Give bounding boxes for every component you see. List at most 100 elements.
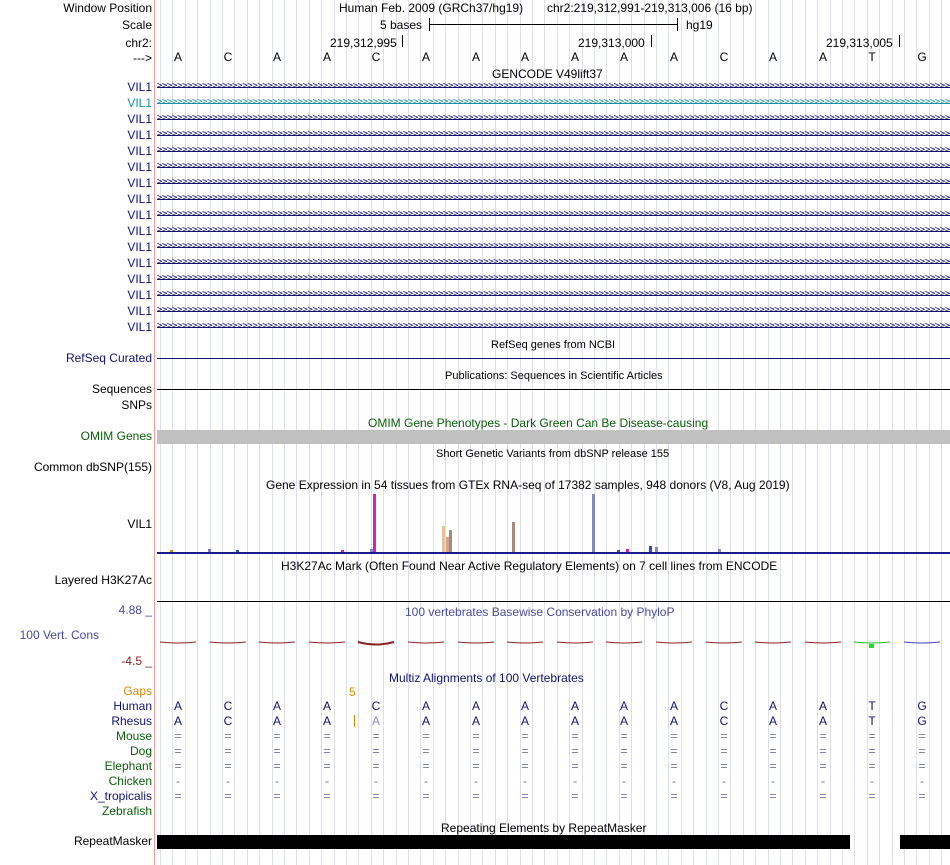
gencode-transcript[interactable]: >>>>>>>>>>>>>>>>>>>>>>>>>>>>>>>>>>>>>>>>… xyxy=(157,210,950,220)
gtex-tissue-bar[interactable] xyxy=(655,547,658,552)
gencode-transcript[interactable]: >>>>>>>>>>>>>>>>>>>>>>>>>>>>>>>>>>>>>>>>… xyxy=(157,274,950,284)
phylop-segment xyxy=(209,641,247,644)
species-zebrafish-label[interactable]: Zebrafish xyxy=(101,804,152,818)
gtex-gene-label[interactable]: VIL1 xyxy=(127,517,152,531)
gtex-tissue-bar[interactable] xyxy=(341,550,344,552)
species-mouse-label[interactable]: Mouse xyxy=(115,729,152,743)
gencode-transcript-label[interactable]: VIL1 xyxy=(127,224,152,238)
gencode-transcript-label[interactable]: VIL1 xyxy=(127,208,152,222)
gencode-transcript[interactable]: >>>>>>>>>>>>>>>>>>>>>>>>>>>>>>>>>>>>>>>>… xyxy=(157,98,950,108)
repeatmasker-track-label[interactable]: RepeatMasker xyxy=(73,834,152,848)
alignment-base: - xyxy=(424,774,428,788)
gencode-transcript-label[interactable]: VIL1 xyxy=(127,112,152,126)
common-dbsnp-track-label[interactable]: Common dbSNP(155) xyxy=(33,460,152,474)
transcript-line xyxy=(157,151,950,152)
phylop-track-label[interactable]: 100 Vert. Cons xyxy=(19,628,99,642)
gencode-transcript[interactable]: >>>>>>>>>>>>>>>>>>>>>>>>>>>>>>>>>>>>>>>>… xyxy=(157,306,950,316)
alignment-base: A xyxy=(818,714,827,728)
gencode-transcript-label[interactable]: VIL1 xyxy=(127,304,152,318)
gtex-tissue-bar[interactable] xyxy=(617,550,620,552)
h3k27ac-track-label[interactable]: Layered H3K27Ac xyxy=(54,573,152,587)
gtex-tissue-bar[interactable] xyxy=(446,537,449,552)
alignment-base: - xyxy=(573,774,577,788)
gencode-transcript[interactable]: >>>>>>>>>>>>>>>>>>>>>>>>>>>>>>>>>>>>>>>>… xyxy=(157,226,950,236)
gencode-transcript[interactable]: >>>>>>>>>>>>>>>>>>>>>>>>>>>>>>>>>>>>>>>>… xyxy=(157,194,950,204)
omim-feature-bar[interactable] xyxy=(157,430,950,444)
alignment-base: = xyxy=(769,759,777,773)
gencode-transcript-label[interactable]: VIL1 xyxy=(127,272,152,286)
gencode-transcript-label[interactable]: VIL1 xyxy=(127,176,152,190)
species-dog-label[interactable]: Dog xyxy=(129,744,152,758)
gencode-transcript[interactable]: >>>>>>>>>>>>>>>>>>>>>>>>>>>>>>>>>>>>>>>>… xyxy=(157,114,950,124)
gtex-bar-chart[interactable] xyxy=(157,490,950,554)
base-letter: A xyxy=(520,50,529,64)
alignment-base: - xyxy=(275,774,279,788)
gap-count: 5 xyxy=(349,685,356,699)
gtex-tissue-bar[interactable] xyxy=(592,494,595,552)
gencode-transcript-label[interactable]: VIL1 xyxy=(127,192,152,206)
strand-toggle[interactable]: ---> xyxy=(133,51,152,65)
phylop-max-label: 4.88 _ xyxy=(118,603,152,617)
species-rhesus-label[interactable]: Rhesus xyxy=(111,714,152,728)
repeat-element-2[interactable] xyxy=(900,835,950,849)
gtex-tissue-bar[interactable] xyxy=(626,549,629,552)
scale-db-text: hg19 xyxy=(686,18,713,32)
alignment-base: = xyxy=(720,729,728,743)
gencode-transcript-label[interactable]: VIL1 xyxy=(127,240,152,254)
strand-arrows: >>>>>>>>>>>>>>>>>>>>>>>>>>>>>>>>>>>>>>>>… xyxy=(157,242,950,251)
gtex-tissue-bar[interactable] xyxy=(373,494,376,552)
gtex-tissue-bar[interactable] xyxy=(449,530,452,552)
gtex-tissue-bar[interactable] xyxy=(442,526,445,552)
alignment-base: = xyxy=(868,759,876,773)
chr-label[interactable]: chr2: xyxy=(125,36,152,50)
refseq-track-label[interactable]: RefSeq Curated xyxy=(65,351,152,365)
gtex-tissue-bar[interactable] xyxy=(236,550,239,552)
alignment-base: A xyxy=(471,714,480,728)
alignment-base: A xyxy=(619,714,628,728)
gencode-transcript[interactable]: >>>>>>>>>>>>>>>>>>>>>>>>>>>>>>>>>>>>>>>>… xyxy=(157,258,950,268)
species-xtropicalis-label[interactable]: X_tropicalis xyxy=(89,789,152,803)
phylop-segment xyxy=(457,641,495,644)
base-letter: T xyxy=(868,50,876,64)
omim-track-label[interactable]: OMIM Genes xyxy=(80,429,152,443)
snps-track-label[interactable]: SNPs xyxy=(121,398,152,412)
species-elephant-label[interactable]: Elephant xyxy=(104,759,152,773)
phylop-wiggle[interactable] xyxy=(155,630,950,660)
gencode-transcript-label[interactable]: VIL1 xyxy=(127,160,152,174)
gencode-transcript-label[interactable]: VIL1 xyxy=(127,288,152,302)
gencode-transcript-label[interactable]: VIL1 xyxy=(127,128,152,142)
alignment-base: = xyxy=(224,744,232,758)
alignment-base: A xyxy=(520,714,529,728)
gencode-transcript-label[interactable]: VIL1 xyxy=(127,256,152,270)
gtex-tissue-bar[interactable] xyxy=(170,550,173,552)
gencode-transcript[interactable]: >>>>>>>>>>>>>>>>>>>>>>>>>>>>>>>>>>>>>>>>… xyxy=(157,322,950,332)
region-position[interactable]: chr2:219,312,991-219,313,006 (16 bp) xyxy=(547,1,753,15)
sequences-track-label[interactable]: Sequences xyxy=(91,382,152,396)
species-human-label[interactable]: Human xyxy=(113,699,152,713)
alignment-base: = xyxy=(224,759,232,773)
gtex-tissue-bar[interactable] xyxy=(718,549,721,552)
strand-arrows: >>>>>>>>>>>>>>>>>>>>>>>>>>>>>>>>>>>>>>>>… xyxy=(157,210,950,219)
gtex-tissue-bar[interactable] xyxy=(208,549,211,552)
gencode-transcript[interactable]: >>>>>>>>>>>>>>>>>>>>>>>>>>>>>>>>>>>>>>>>… xyxy=(157,242,950,252)
gencode-transcript-label[interactable]: VIL1 xyxy=(127,80,152,94)
gencode-transcript[interactable]: >>>>>>>>>>>>>>>>>>>>>>>>>>>>>>>>>>>>>>>>… xyxy=(157,146,950,156)
gencode-transcript-label[interactable]: VIL1 xyxy=(127,144,152,158)
gencode-transcript-label[interactable]: VIL1 xyxy=(127,96,152,110)
alignment-base: A xyxy=(669,714,678,728)
gtex-tissue-bar[interactable] xyxy=(649,546,652,552)
alignment-base: C xyxy=(719,714,729,728)
gencode-transcript[interactable]: >>>>>>>>>>>>>>>>>>>>>>>>>>>>>>>>>>>>>>>>… xyxy=(157,130,950,140)
gencode-transcript[interactable]: >>>>>>>>>>>>>>>>>>>>>>>>>>>>>>>>>>>>>>>>… xyxy=(157,162,950,172)
gencode-transcript[interactable]: >>>>>>>>>>>>>>>>>>>>>>>>>>>>>>>>>>>>>>>>… xyxy=(157,178,950,188)
transcript-line xyxy=(157,183,950,184)
gtex-tissue-bar[interactable] xyxy=(370,549,373,552)
gencode-transcript[interactable]: >>>>>>>>>>>>>>>>>>>>>>>>>>>>>>>>>>>>>>>>… xyxy=(157,82,950,92)
gencode-transcript-label[interactable]: VIL1 xyxy=(127,320,152,334)
species-chicken-label[interactable]: Chicken xyxy=(108,774,152,788)
gencode-transcript[interactable]: >>>>>>>>>>>>>>>>>>>>>>>>>>>>>>>>>>>>>>>>… xyxy=(157,290,950,300)
alignment-base: = xyxy=(224,789,232,803)
alignment-base: - xyxy=(821,774,825,788)
repeat-element-1[interactable] xyxy=(157,835,850,849)
gtex-tissue-bar[interactable] xyxy=(512,522,515,552)
